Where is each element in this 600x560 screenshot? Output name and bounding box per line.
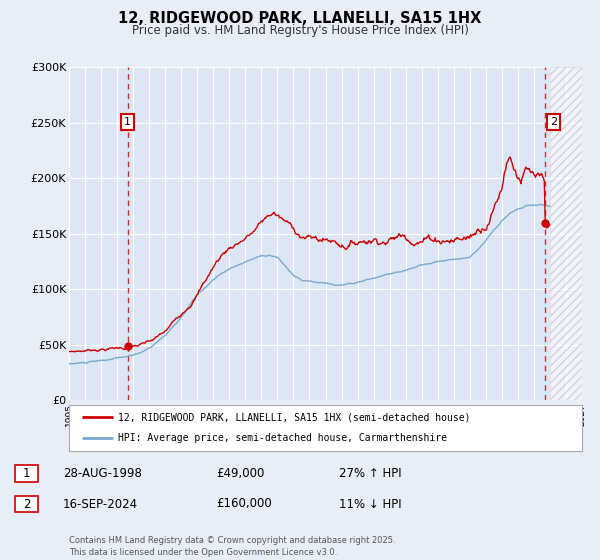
Text: 16-SEP-2024: 16-SEP-2024 (63, 497, 138, 511)
Text: 1: 1 (23, 467, 30, 480)
Text: 27% ↑ HPI: 27% ↑ HPI (339, 467, 401, 480)
Bar (550, 67, 582, 400)
Text: HPI: Average price, semi-detached house, Carmarthenshire: HPI: Average price, semi-detached house,… (118, 433, 447, 444)
Text: £160,000: £160,000 (216, 497, 272, 511)
Text: 1: 1 (124, 117, 131, 127)
Text: Contains HM Land Registry data © Crown copyright and database right 2025.
This d: Contains HM Land Registry data © Crown c… (69, 536, 395, 557)
Text: 12, RIDGEWOOD PARK, LLANELLI, SA15 1HX: 12, RIDGEWOOD PARK, LLANELLI, SA15 1HX (118, 11, 482, 26)
Text: £49,000: £49,000 (216, 467, 265, 480)
Text: 2: 2 (23, 497, 30, 511)
Text: 12, RIDGEWOOD PARK, LLANELLI, SA15 1HX (semi-detached house): 12, RIDGEWOOD PARK, LLANELLI, SA15 1HX (… (118, 412, 470, 422)
Text: Price paid vs. HM Land Registry's House Price Index (HPI): Price paid vs. HM Land Registry's House … (131, 24, 469, 36)
Text: 2: 2 (550, 117, 557, 127)
Text: 28-AUG-1998: 28-AUG-1998 (63, 467, 142, 480)
Text: 11% ↓ HPI: 11% ↓ HPI (339, 497, 401, 511)
